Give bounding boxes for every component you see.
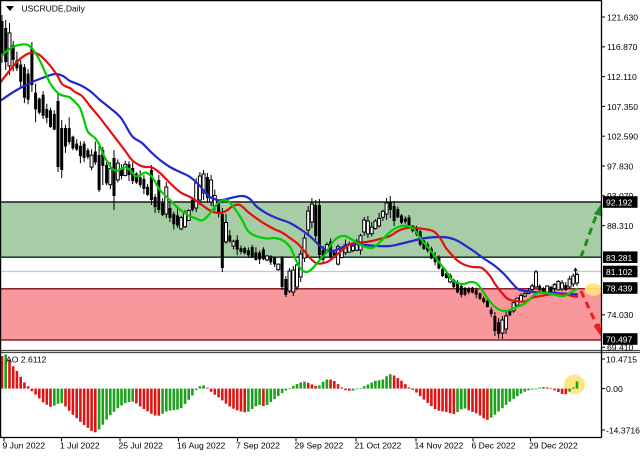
svg-text:1 Jul 2022: 1 Jul 2022 xyxy=(60,441,100,451)
svg-text:81.102: 81.102 xyxy=(606,267,633,277)
svg-text:16 Aug 2022: 16 Aug 2022 xyxy=(177,441,225,451)
svg-text:21 Oct 2022: 21 Oct 2022 xyxy=(355,441,402,451)
svg-text:70.497: 70.497 xyxy=(606,335,633,345)
svg-text:78.439: 78.439 xyxy=(606,284,633,294)
svg-text:29 Dec 2022: 29 Dec 2022 xyxy=(529,441,578,451)
svg-text:97.830: 97.830 xyxy=(607,161,634,171)
svg-text:29 Sep 2022: 29 Sep 2022 xyxy=(295,441,344,451)
svg-text:88.310: 88.310 xyxy=(607,221,634,231)
svg-text:10.4715: 10.4715 xyxy=(606,354,637,364)
svg-text:USCRUDE,Daily: USCRUDE,Daily xyxy=(22,4,86,14)
svg-text:83.281: 83.281 xyxy=(606,253,633,263)
svg-text:92.192: 92.192 xyxy=(606,198,633,208)
svg-text:112.110: 112.110 xyxy=(607,72,637,82)
svg-text:0.00: 0.00 xyxy=(606,384,623,394)
svg-text:AO 2.6112: AO 2.6112 xyxy=(6,355,47,365)
svg-text:-14.3716: -14.3716 xyxy=(606,425,640,435)
svg-text:116.870: 116.870 xyxy=(607,42,638,52)
svg-text:6 Dec 2022: 6 Dec 2022 xyxy=(472,441,516,451)
svg-text:9 Jun 2022: 9 Jun 2022 xyxy=(3,441,46,451)
svg-text:107.350: 107.350 xyxy=(607,102,638,112)
svg-text:7 Sep 2022: 7 Sep 2022 xyxy=(236,441,280,451)
svg-text:102.590: 102.590 xyxy=(607,132,638,142)
svg-text:14 Nov 2022: 14 Nov 2022 xyxy=(415,441,464,451)
svg-text:25 Jul 2022: 25 Jul 2022 xyxy=(119,441,164,451)
svg-text:121.630: 121.630 xyxy=(607,12,638,22)
svg-text:74.030: 74.030 xyxy=(607,310,634,320)
svg-text:69.410: 69.410 xyxy=(607,343,634,353)
